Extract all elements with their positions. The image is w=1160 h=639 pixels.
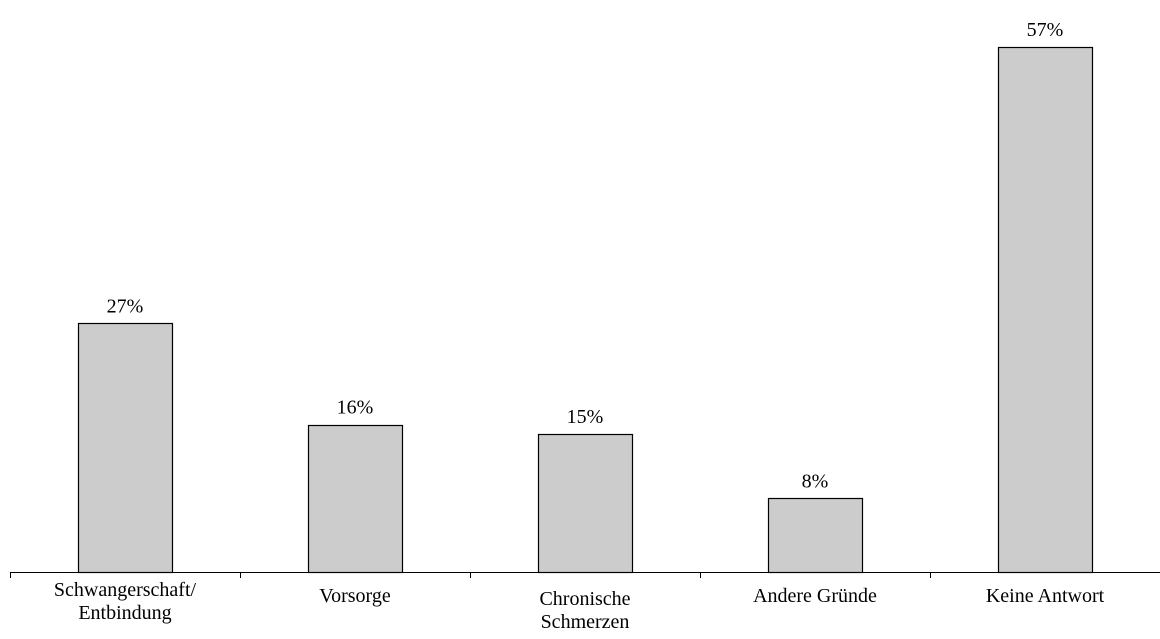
value-labels-group: 27% 16% 15% 8% 57% <box>107 19 1064 492</box>
bar <box>767 497 864 574</box>
bar-value-label: 57% <box>1027 19 1064 41</box>
category-labels-group: Schwangerschaft/Entbindung Vorsorge Chroni… <box>54 579 1105 633</box>
category-label: Andere Gründe <box>753 585 877 607</box>
x-axis-ticks <box>10 572 931 578</box>
category-label: Schwangerschaft/Entbindung <box>54 579 197 624</box>
bar-value-label: 16% <box>337 397 374 419</box>
bar <box>537 433 634 574</box>
bar-value-label: 8% <box>802 470 829 492</box>
bar-value-label: 15% <box>567 406 604 428</box>
bars-group <box>77 46 1094 574</box>
category-label: Vorsorge <box>319 585 391 607</box>
bar <box>997 46 1094 574</box>
bar <box>307 424 404 574</box>
category-label: Keine Antwort <box>986 585 1105 607</box>
bar <box>77 322 174 574</box>
category-label: Chronische Schmerzen <box>539 588 630 633</box>
bar-value-label: 27% <box>107 295 144 317</box>
